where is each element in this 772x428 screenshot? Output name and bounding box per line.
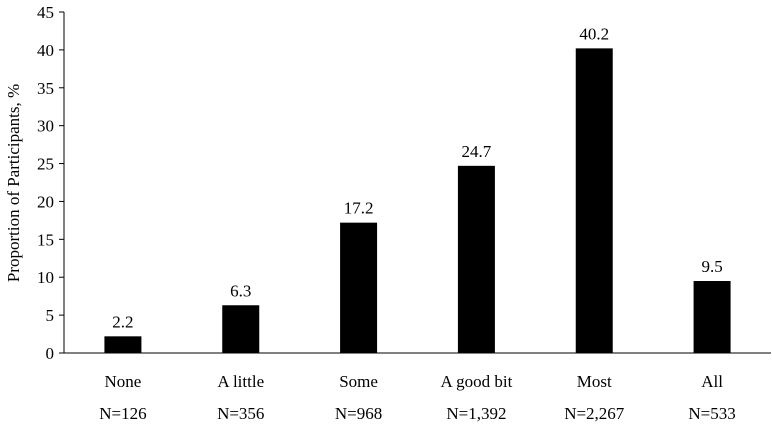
y-tick-label: 5 (46, 306, 55, 325)
y-tick-label: 20 (37, 192, 54, 211)
bar (575, 48, 613, 354)
data-label: 6.3 (230, 281, 251, 300)
sample-size-label: N=533 (688, 404, 735, 423)
x-axis-categories: None N=126 A little N=356 Some N=968 A good bi… (99, 372, 736, 423)
data-label: 17.2 (344, 199, 374, 218)
x-category-label: All (701, 372, 723, 391)
bar (457, 165, 495, 353)
x-category-label: A little (217, 372, 264, 391)
y-tick-label: 30 (37, 117, 54, 136)
y-tick-label: 40 (37, 41, 54, 60)
y-tick-label: 15 (37, 230, 54, 249)
x-category-label: Some (339, 372, 378, 391)
y-tick-label: 25 (37, 155, 54, 174)
sample-size-label: N=356 (217, 404, 264, 423)
sample-size-label: N=2,267 (564, 404, 625, 423)
y-tick-label: 35 (37, 79, 54, 98)
bar (104, 336, 142, 353)
x-category-label: Most (577, 372, 612, 391)
data-labels: 2.2 6.3 17.2 24.7 40.2 9.5 (112, 24, 722, 331)
sample-size-label: N=1,392 (446, 404, 506, 423)
bar (222, 305, 260, 353)
bar (693, 281, 731, 353)
y-axis-ticks: 0 5 10 15 20 25 30 35 40 45 (37, 3, 64, 363)
data-label: 24.7 (462, 142, 492, 161)
x-category-label: A good bit (441, 372, 513, 391)
sample-size-label: N=126 (99, 404, 146, 423)
y-tick-label: 45 (37, 3, 54, 22)
data-label: 9.5 (701, 257, 722, 276)
bars (104, 48, 731, 354)
y-axis-title: Proportion of Participants, % (4, 84, 23, 282)
data-label: 2.2 (112, 312, 133, 331)
y-tick-label: 0 (46, 344, 55, 363)
y-tick-label: 10 (37, 268, 54, 287)
bar (340, 222, 378, 353)
x-category-label: None (105, 372, 142, 391)
sample-size-label: N=968 (335, 404, 382, 423)
data-label: 40.2 (579, 24, 609, 43)
